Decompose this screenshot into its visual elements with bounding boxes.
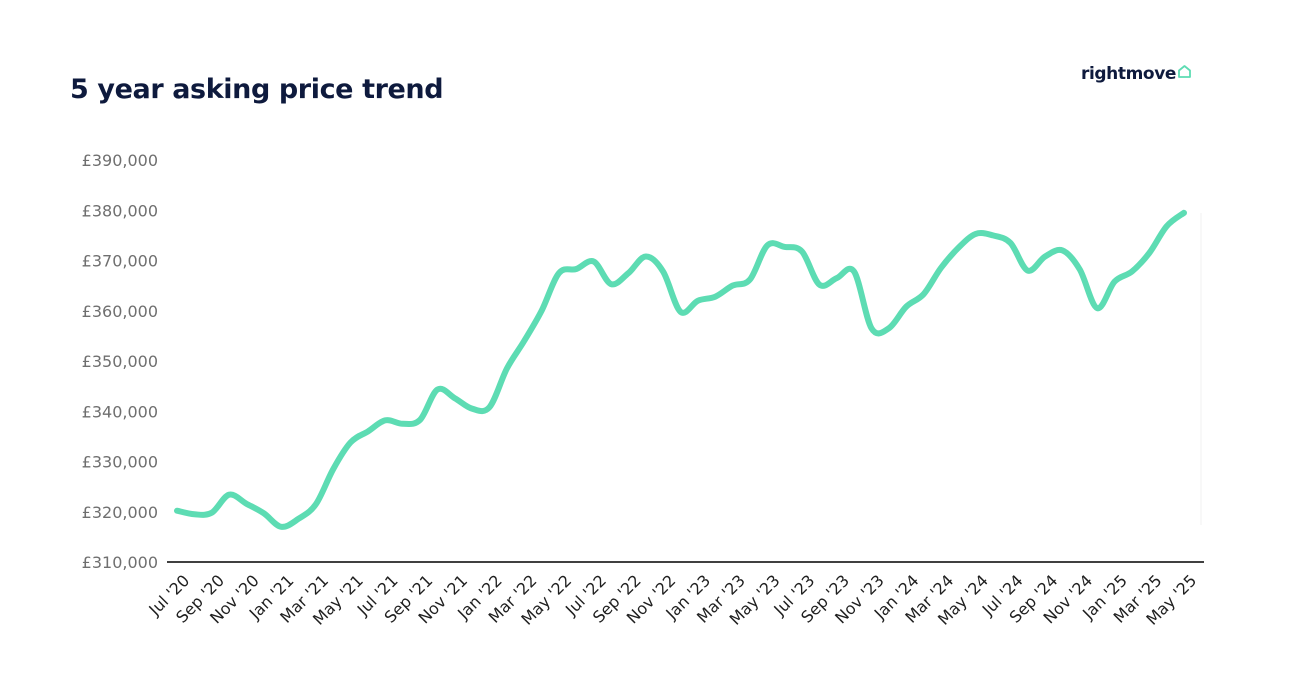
page-title: 5 year asking price trend bbox=[70, 74, 444, 105]
rightmove-logo: rightmove bbox=[1081, 64, 1192, 84]
y-tick-label: £320,000 bbox=[82, 503, 158, 522]
series-line-asking-price bbox=[174, 209, 1187, 530]
house-outline-icon bbox=[1178, 64, 1191, 78]
y-tick-label: £380,000 bbox=[82, 201, 158, 220]
y-tick-label: £310,000 bbox=[82, 553, 158, 572]
y-tick-label: £340,000 bbox=[82, 402, 158, 421]
y-tick-label: £390,000 bbox=[82, 151, 158, 170]
y-axis: £310,000 £320,000 £330,000 £340,000 £350,000… bbox=[82, 151, 158, 572]
y-tick-label: £330,000 bbox=[82, 453, 158, 472]
y-tick-label: £360,000 bbox=[82, 302, 158, 321]
brand-name: rightmove bbox=[1081, 64, 1177, 84]
y-tick-label: £350,000 bbox=[82, 352, 158, 371]
y-tick-label: £370,000 bbox=[82, 252, 158, 271]
